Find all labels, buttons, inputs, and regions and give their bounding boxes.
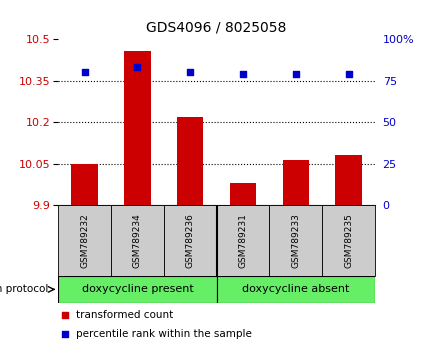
Text: GSM789235: GSM789235 — [343, 213, 352, 268]
Text: GSM789231: GSM789231 — [238, 213, 247, 268]
Bar — [269, 205, 322, 276]
Text: doxycycline present: doxycycline present — [81, 284, 193, 295]
Text: GSM789234: GSM789234 — [132, 213, 141, 268]
Bar — [216, 276, 374, 303]
Bar — [58, 276, 216, 303]
Point — [292, 71, 298, 77]
Bar — [163, 205, 216, 276]
Bar — [71, 164, 98, 205]
Bar — [111, 205, 163, 276]
Bar — [177, 116, 203, 205]
Bar — [322, 205, 374, 276]
Title: GDS4096 / 8025058: GDS4096 / 8025058 — [146, 21, 286, 35]
Text: transformed count: transformed count — [75, 310, 172, 320]
Text: growth protocol: growth protocol — [0, 284, 49, 295]
Bar — [58, 205, 111, 276]
Point — [344, 71, 351, 77]
Text: GSM789233: GSM789233 — [291, 213, 300, 268]
Point — [61, 312, 68, 318]
Text: GSM789236: GSM789236 — [185, 213, 194, 268]
Bar — [124, 51, 150, 205]
Bar — [216, 205, 269, 276]
Point — [186, 69, 193, 75]
Bar — [282, 160, 308, 205]
Point — [61, 331, 68, 337]
Text: percentile rank within the sample: percentile rank within the sample — [75, 329, 251, 339]
Point — [239, 71, 246, 77]
Text: GSM789232: GSM789232 — [80, 213, 89, 268]
Point — [134, 64, 141, 70]
Point — [81, 69, 88, 75]
Text: doxycycline absent: doxycycline absent — [242, 284, 349, 295]
Bar — [229, 183, 255, 205]
Bar — [335, 155, 361, 205]
